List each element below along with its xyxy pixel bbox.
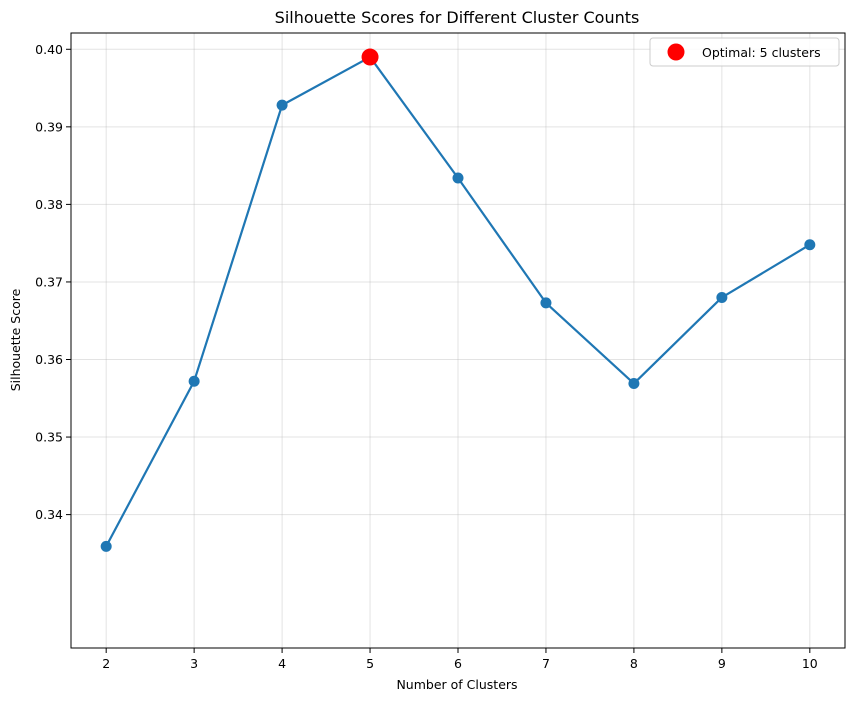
x-tick-label: 8 xyxy=(630,656,638,671)
data-point xyxy=(100,540,112,552)
data-point xyxy=(188,375,200,387)
data-point xyxy=(716,291,728,303)
x-tick-label: 5 xyxy=(366,656,374,671)
y-tick-label: 0.35 xyxy=(35,430,63,445)
y-tick-label: 0.38 xyxy=(35,197,63,212)
legend-label-optimal: Optimal: 5 clusters xyxy=(702,45,821,60)
y-tick-label: 0.40 xyxy=(35,42,63,57)
x-tick-label: 2 xyxy=(102,656,110,671)
data-point xyxy=(804,239,816,251)
legend-marker-optimal xyxy=(667,43,685,61)
grid xyxy=(71,33,845,648)
x-tick-label: 9 xyxy=(718,656,726,671)
data-point xyxy=(276,99,288,111)
data-point xyxy=(452,172,464,184)
legend: Optimal: 5 clusters xyxy=(649,37,840,67)
y-axis-label: Silhouette Score xyxy=(8,288,23,391)
y-tick-label: 0.36 xyxy=(35,352,63,367)
x-tick-label: 10 xyxy=(802,656,818,671)
y-tick-label: 0.34 xyxy=(35,507,63,522)
y-tick-label: 0.39 xyxy=(35,119,63,134)
series-layer xyxy=(100,48,816,552)
x-tick-label: 6 xyxy=(454,656,462,671)
data-point xyxy=(628,378,640,390)
y-axis-ticks: 0.34 0.35 0.36 0.37 0.38 0.39 0.40 xyxy=(35,42,71,522)
x-tick-label: 7 xyxy=(542,656,550,671)
x-tick-label: 3 xyxy=(190,656,198,671)
y-tick-label: 0.37 xyxy=(35,274,63,289)
legend-box xyxy=(649,37,840,67)
data-point xyxy=(540,297,552,309)
x-axis-label: Number of Clusters xyxy=(396,677,517,692)
optimal-point xyxy=(361,48,379,66)
chart-title: Silhouette Scores for Different Cluster … xyxy=(275,8,640,27)
x-axis-ticks: 2 3 4 5 6 7 8 9 10 xyxy=(102,648,818,671)
x-tick-label: 4 xyxy=(278,656,286,671)
